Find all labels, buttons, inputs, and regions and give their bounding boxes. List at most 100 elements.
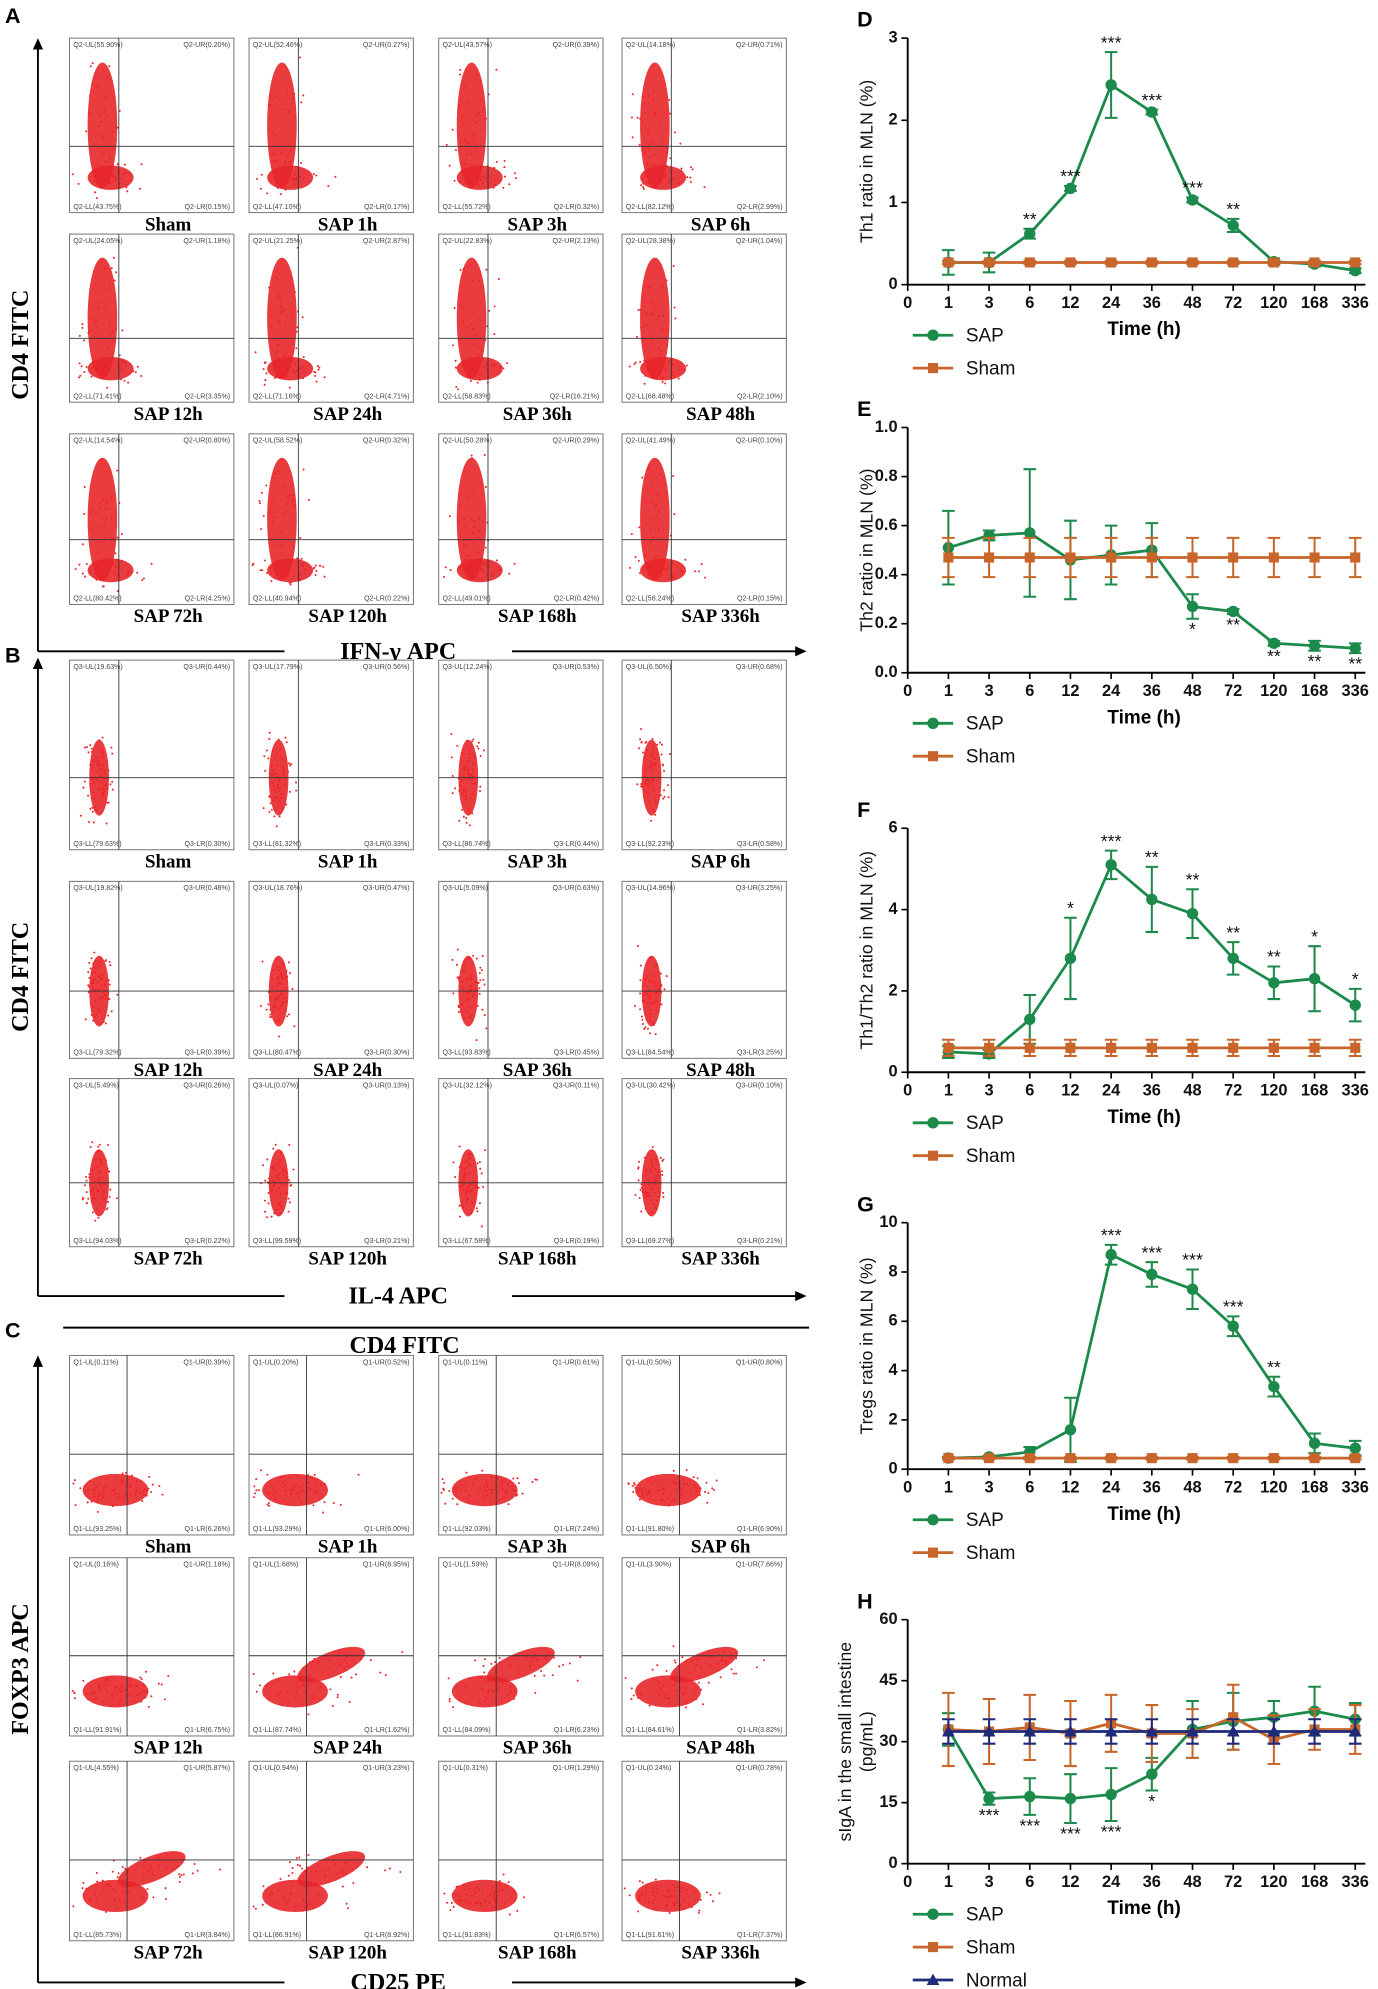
cell-dot (261, 1164, 264, 1167)
cell-dot (465, 1893, 468, 1896)
cell-dot (496, 1683, 499, 1686)
cell-dot (676, 1901, 679, 1904)
cell-dot (648, 979, 651, 982)
x-axis-label: CD25 PE (351, 1970, 446, 1989)
point (984, 1042, 995, 1053)
x-tick-label: 12 (1061, 294, 1079, 312)
cell-dot (735, 1672, 738, 1675)
quadrant-label: Q3-UL(0.07%) (253, 1082, 299, 1089)
cell-dot (649, 1195, 652, 1198)
cell-dot (286, 1183, 289, 1186)
cell-dot (709, 1664, 712, 1668)
y-axis-label: Th1 ratio in MLN (%) (856, 80, 876, 243)
cell-dot (654, 1178, 657, 1181)
cell-dot (263, 1199, 267, 1202)
x-tick-label: 24 (1102, 682, 1121, 700)
cell-dot (485, 1027, 488, 1030)
cell-dot (471, 745, 474, 748)
cell-dot (513, 172, 516, 175)
cell-dot (116, 590, 119, 593)
cell-dot (289, 583, 292, 586)
cell-dot (469, 575, 472, 578)
quadrant-label: Q2-UR(1.04%) (736, 238, 783, 245)
quadrant-label: Q1-LL(85.73%) (73, 1932, 121, 1939)
cell-dot (661, 380, 664, 384)
cell-dot (662, 365, 665, 368)
cell-dot (474, 353, 477, 356)
cell-dot (464, 794, 467, 797)
cell-dot (279, 748, 282, 751)
cell-dot (95, 1186, 98, 1189)
flow-plot: Q2-UL(24.05%) Q2-UR(1.18%)Q2-LL(71.41%) Q2… (69, 233, 235, 403)
cell-dot (101, 356, 104, 359)
cell-dot (288, 1861, 291, 1864)
cell-dot (104, 1683, 107, 1686)
plot-frame (248, 1354, 414, 1536)
significance: ** (1186, 869, 1200, 889)
point (1105, 1249, 1117, 1261)
cell-dot (338, 1663, 341, 1666)
quadrant-label: Q3-UL(30.42%) (626, 1082, 675, 1089)
cell-dot (109, 158, 112, 161)
cell-dot (458, 979, 461, 982)
cell-dot (292, 494, 295, 497)
cell-dot (282, 366, 285, 369)
cell-dot (276, 187, 279, 190)
cell-dot (517, 1672, 520, 1675)
panel-letter: A (5, 4, 21, 28)
quadrant-label: Q1-LL(84.61%) (626, 1727, 674, 1734)
cell-dot (119, 1684, 122, 1687)
cell-dot (281, 1482, 284, 1485)
cell-dot (658, 1694, 661, 1697)
x-tick-label: 24 (1102, 294, 1121, 312)
y-tick-label: 0 (888, 275, 897, 293)
cell-dot (462, 815, 465, 818)
cell-dot (124, 1484, 128, 1487)
cell-dot (478, 378, 481, 381)
quadrant-label: Q3-UL(12.24%) (442, 664, 491, 671)
cell-dot (503, 166, 506, 169)
cell-dot (268, 1504, 271, 1507)
cell-dot (642, 363, 645, 366)
cell-dot (665, 182, 668, 185)
cell-dot (474, 756, 477, 759)
cell-dot (101, 498, 104, 501)
cell-dot (303, 370, 306, 373)
cell-dot (285, 741, 288, 744)
cell-dot (482, 107, 485, 110)
cell-dot (95, 763, 98, 766)
cell-dot (498, 1883, 501, 1886)
cell-dot (319, 1685, 322, 1688)
cell-dot (508, 1480, 511, 1483)
cell-dot (641, 984, 645, 987)
cell-dot (490, 1476, 493, 1479)
cell-dot (474, 121, 477, 124)
cell-dot (134, 1493, 137, 1496)
cell-dot (107, 76, 110, 79)
cell-dot (281, 806, 284, 809)
quadrant-label: Q3-UR(0.53%) (553, 664, 600, 671)
point (1349, 999, 1361, 1011)
cell-dot (647, 791, 650, 795)
cell-dot (627, 1482, 630, 1485)
cell-dot (471, 775, 474, 778)
cell-dot (107, 1170, 111, 1173)
cell-dot (457, 1885, 460, 1888)
cell-dot (295, 330, 298, 333)
cell-dot (529, 1657, 532, 1660)
cell-dot (696, 1658, 699, 1661)
cell-dot (143, 1487, 146, 1490)
cell-dot (290, 1491, 293, 1494)
cell-dot (467, 1185, 470, 1188)
cell-dot (101, 984, 104, 987)
cell-dot (468, 824, 471, 827)
quadrant-label: Q3-LR(0.21%) (364, 1238, 410, 1245)
cell-dot (275, 276, 278, 279)
cell-dot (668, 179, 671, 182)
cell-dot (130, 1685, 133, 1688)
cell-dot (716, 1662, 719, 1665)
cell-dot (124, 171, 127, 174)
cell-dot (513, 1689, 516, 1692)
cell-dot (98, 1482, 101, 1485)
sample-name: SAP 168h (498, 1248, 577, 1269)
